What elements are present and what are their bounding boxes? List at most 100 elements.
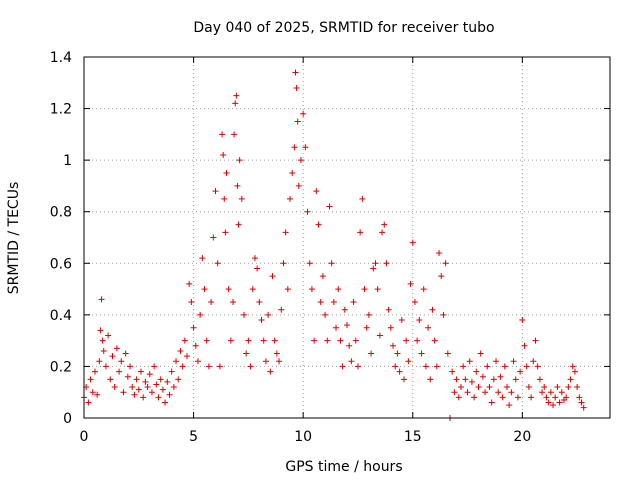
data-point	[287, 195, 294, 202]
data-point	[85, 399, 92, 406]
data-point	[525, 384, 532, 391]
data-point	[133, 376, 140, 383]
data-point	[249, 286, 256, 293]
data-point	[453, 376, 460, 383]
data-point	[240, 311, 247, 318]
y-tick-label: 0.4	[50, 308, 72, 324]
data-point	[534, 363, 541, 370]
data-point	[304, 208, 311, 215]
data-point	[495, 389, 502, 396]
data-point	[471, 394, 478, 401]
axes: 0 0.2 0.4 0.6 0.8 1 1.2 1.4 0 5 10 15 20	[50, 50, 611, 445]
data-point	[302, 144, 309, 151]
data-point	[567, 376, 574, 383]
data-point	[181, 337, 188, 344]
data-point	[429, 306, 436, 313]
data-point	[151, 363, 158, 370]
data-point	[501, 363, 508, 370]
data-point	[497, 373, 504, 380]
data-point	[350, 298, 357, 305]
data-point	[359, 195, 366, 202]
data-point	[499, 394, 506, 401]
data-point	[580, 404, 587, 411]
data-point	[216, 363, 223, 370]
data-point	[576, 394, 583, 401]
data-point	[278, 306, 285, 313]
data-point	[247, 363, 254, 370]
data-point	[236, 157, 243, 164]
data-point	[444, 350, 451, 357]
data-point	[541, 384, 548, 391]
data-point	[243, 350, 250, 357]
data-point	[361, 286, 368, 293]
data-point	[348, 358, 355, 365]
data-point	[416, 317, 423, 324]
data-point	[420, 286, 427, 293]
data-point	[400, 376, 407, 383]
data-point	[186, 280, 193, 287]
data-point	[368, 350, 375, 357]
data-point	[235, 221, 242, 228]
data-point	[233, 92, 240, 99]
data-point	[565, 384, 572, 391]
data-point	[488, 399, 495, 406]
data-point	[116, 368, 123, 375]
y-tick-label: 0	[63, 411, 72, 427]
data-point	[153, 381, 160, 388]
data-point	[231, 131, 238, 138]
data-point	[124, 373, 131, 380]
data-point	[232, 100, 239, 107]
data-point	[339, 363, 346, 370]
data-point	[131, 391, 138, 398]
data-point	[403, 337, 410, 344]
x-tick-label: 10	[294, 429, 312, 445]
data-point	[300, 110, 307, 117]
data-point	[425, 324, 432, 331]
data-point	[273, 350, 280, 357]
data-point	[464, 389, 471, 396]
data-point	[317, 298, 324, 305]
data-point	[260, 337, 267, 344]
data-point	[210, 234, 217, 241]
data-point	[96, 358, 103, 365]
data-point	[462, 376, 469, 383]
data-point	[144, 384, 151, 391]
data-point	[506, 402, 513, 409]
data-point	[201, 286, 208, 293]
data-point	[398, 317, 405, 324]
data-point	[482, 389, 489, 396]
data-point	[414, 337, 421, 344]
data-point	[269, 273, 276, 280]
data-point	[267, 368, 274, 375]
data-point	[354, 363, 361, 370]
data-point	[118, 358, 125, 365]
data-point	[510, 358, 517, 365]
data-point	[521, 342, 528, 349]
data-point	[547, 389, 554, 396]
data-point	[127, 363, 134, 370]
data-point	[254, 265, 261, 272]
data-point	[220, 151, 227, 158]
data-point	[221, 195, 228, 202]
data-point	[376, 332, 383, 339]
data-point	[315, 221, 322, 228]
data-point	[550, 402, 557, 409]
data-point	[107, 376, 114, 383]
data-point	[330, 298, 337, 305]
data-point	[148, 389, 155, 396]
data-point	[203, 337, 210, 344]
data-point	[265, 311, 272, 318]
data-point	[508, 389, 515, 396]
data-points	[81, 69, 587, 421]
data-point	[97, 327, 104, 334]
data-point	[105, 332, 112, 339]
data-point	[407, 280, 414, 287]
data-point	[157, 376, 164, 383]
data-point	[142, 378, 149, 385]
data-point	[258, 317, 265, 324]
data-point	[433, 363, 440, 370]
data-point	[493, 358, 500, 365]
data-point	[411, 298, 418, 305]
data-point	[205, 363, 212, 370]
